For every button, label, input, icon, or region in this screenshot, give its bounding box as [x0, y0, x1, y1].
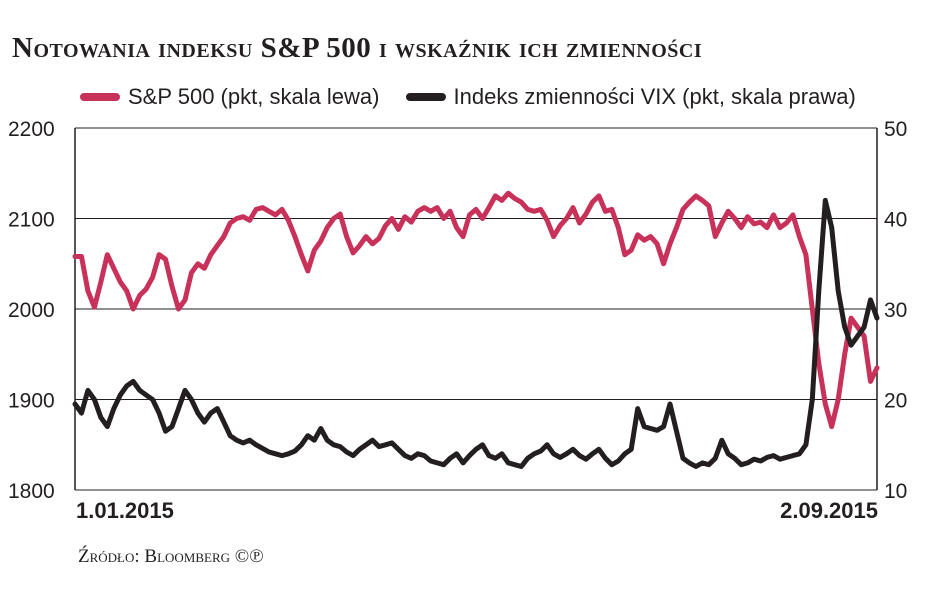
- x-tick-end: 2.09.2015: [780, 498, 878, 523]
- chart-title: Notowania indeksu S&P 500 i wskaźnik ich…: [12, 32, 703, 64]
- legend-label-vix: Indeks zmienności VIX (pkt, skala prawa): [453, 84, 856, 109]
- y-tick-left: 2000: [8, 299, 55, 322]
- y-tick-left: 2200: [8, 118, 55, 141]
- legend-label-sp500: S&P 500 (pkt, skala lewa): [128, 84, 380, 109]
- y-tick-right: 10: [884, 480, 907, 503]
- x-tick-start: 1.01.2015: [76, 498, 174, 523]
- source-note: Źródło: Bloomberg ©℗: [78, 546, 264, 567]
- y-tick-right: 20: [884, 390, 907, 413]
- y-tick-right: 50: [884, 118, 907, 141]
- y-tick-left: 2100: [8, 209, 55, 232]
- y-tick-left: 1800: [8, 480, 55, 503]
- x-axis: 1.01.2015 2.09.2015: [76, 498, 878, 523]
- legend-item-sp500: S&P 500 (pkt, skala lewa): [80, 84, 380, 110]
- y-axis-right: 50 40 30 20 10: [884, 118, 907, 503]
- series-line-sp500: [72, 190, 880, 430]
- legend: S&P 500 (pkt, skala lewa) Indeks zmienno…: [80, 84, 882, 110]
- series-line-vix: [72, 197, 880, 469]
- y-axis-left: 2200 2100 2000 1900 1800: [8, 118, 55, 503]
- grid-lines: [74, 127, 878, 491]
- legend-swatch-vix: [405, 93, 446, 101]
- legend-swatch-sp500: [80, 93, 120, 101]
- y-tick-left: 1900: [8, 390, 55, 413]
- legend-item-vix: Indeks zmienności VIX (pkt, skala prawa): [405, 84, 856, 110]
- y-tick-right: 30: [884, 299, 907, 322]
- y-tick-right: 40: [884, 209, 907, 232]
- series-lines: [72, 190, 880, 469]
